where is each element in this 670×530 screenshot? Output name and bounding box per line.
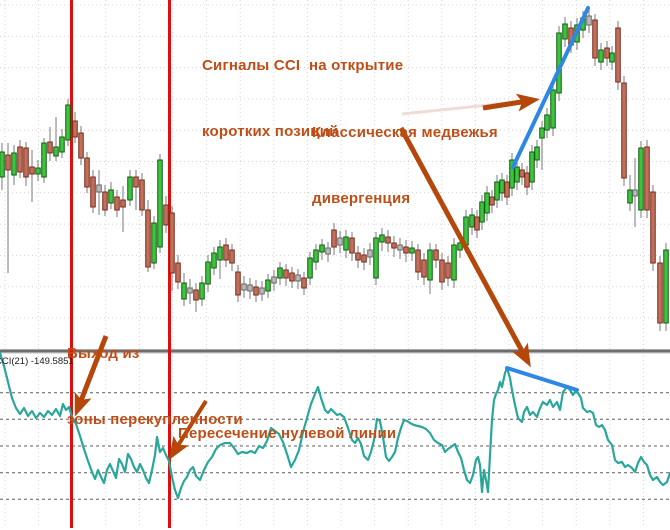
pane-divider: [0, 349, 670, 354]
arrow-divergence-short[interactable]: [482, 93, 540, 112]
arrow-divergence-long[interactable]: [398, 126, 531, 368]
annotation-line: коротких позиций: [202, 123, 339, 140]
annotation-line: Пересечение нулевой линии: [178, 425, 397, 442]
arrow-zero-cross[interactable]: [168, 399, 208, 461]
annotation-line: Классическая медвежья: [312, 124, 498, 141]
cci-divergence-line[interactable]: [505, 366, 579, 392]
arrow-overbought-exit[interactable]: [74, 335, 109, 417]
annotation-line: зоны перекупленности: [67, 411, 243, 428]
candles-layer: [0, 8, 669, 331]
cci-indicator-label: CCI(21) -149.5851: [0, 356, 74, 367]
price-divergence-line[interactable]: [511, 6, 590, 169]
annotation-cci-signals[interactable]: Сигналы CCI на открытие коротких позиций: [202, 11, 403, 187]
annotation-zero-line-cross[interactable]: Пересечение нулевой линии: [178, 379, 396, 489]
cci-line: [0, 351, 670, 500]
annotation-line: дивергенция: [312, 190, 411, 207]
annotation-bearish-divergence[interactable]: Классическая медвежья дивергенция: [312, 78, 498, 254]
annotation-overbought-exit[interactable]: Выход из зоны перекупленности: [67, 299, 243, 475]
annotation-line: Выход из: [67, 345, 140, 362]
annotation-line: Сигналы CCI на открытие: [202, 57, 404, 74]
